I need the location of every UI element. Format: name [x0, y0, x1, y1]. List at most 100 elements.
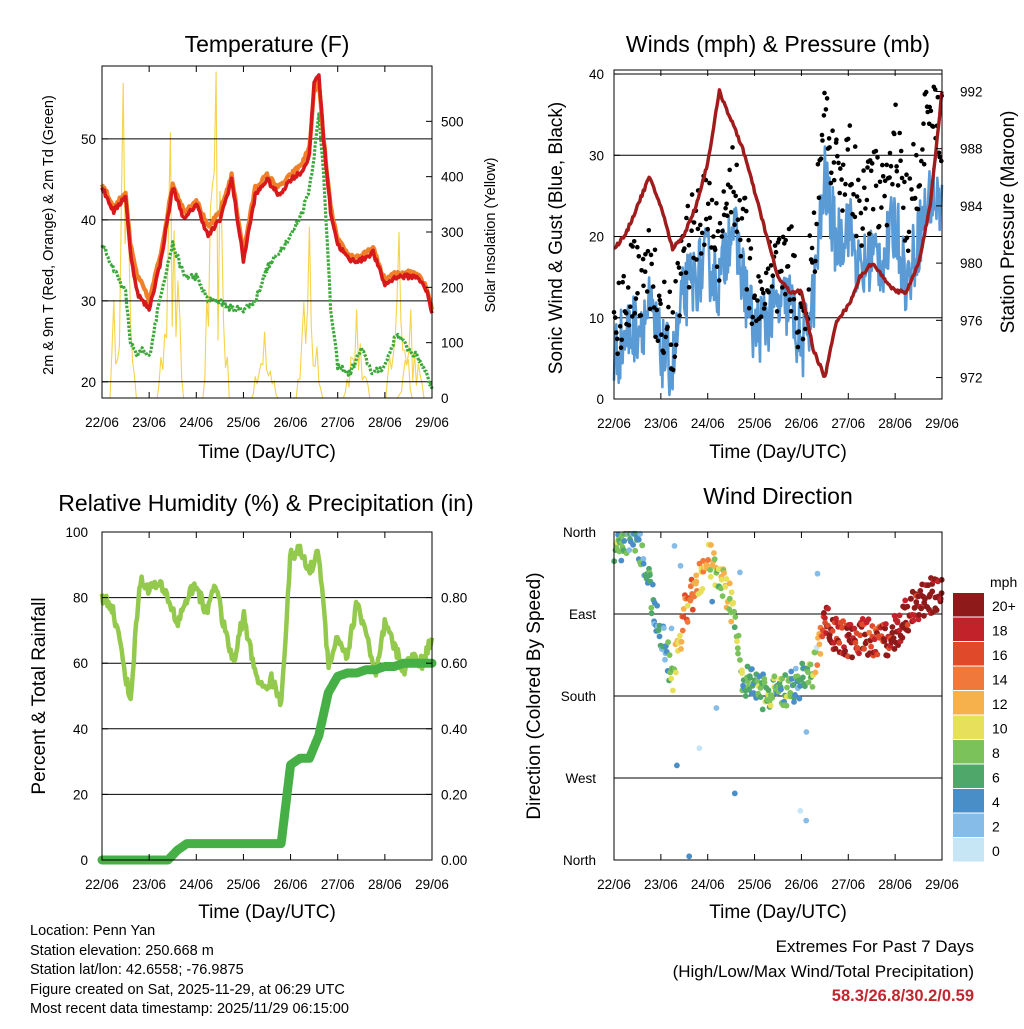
temperature-x-tick-label: 22/06 [85, 415, 119, 430]
direction-point [916, 612, 922, 618]
gust-point [618, 345, 624, 351]
gust-point [809, 245, 815, 251]
gust-point [893, 102, 898, 108]
gust-point [694, 257, 699, 262]
gust-point [932, 87, 938, 92]
gust-point [812, 269, 818, 274]
gust-point [755, 298, 760, 303]
pressure-y2-tick-label: 992 [960, 84, 983, 99]
gust-point [838, 166, 843, 171]
legend-swatch [953, 642, 984, 666]
gust-point [831, 177, 837, 183]
direction-point [677, 632, 683, 639]
direction-point [677, 562, 684, 569]
gust-point [699, 230, 705, 236]
direction-point [656, 633, 663, 640]
legend-swatch [953, 715, 984, 739]
gust-point [824, 96, 830, 101]
gust-point [822, 90, 827, 96]
legend-swatch [953, 617, 984, 641]
gust-point [858, 210, 864, 216]
direction-point [904, 622, 911, 628]
direction-point [723, 576, 730, 582]
winds-series [611, 84, 944, 397]
humidity-plot-frame [101, 531, 433, 861]
gust-point [621, 273, 626, 279]
gust-point [645, 248, 651, 254]
direction-point [859, 616, 866, 622]
humidity-x-tick-label: 25/06 [227, 877, 261, 892]
legend-swatch [953, 813, 984, 837]
gust-point [862, 185, 867, 191]
direction-point [626, 547, 633, 553]
temperature-grid [102, 138, 432, 383]
gust-point [793, 315, 799, 321]
wind-direction-x-tick-label: 25/06 [738, 877, 772, 892]
temperature-ticks: 22/06 23/06 24/06 25/06 26/06 27/06 28/06 29/06… [81, 66, 464, 430]
direction-point [707, 573, 714, 580]
gust-point [635, 291, 640, 296]
direction-point [896, 627, 903, 634]
gust-point [780, 285, 785, 290]
temperature-y-tick-label: 30 [81, 294, 96, 309]
direction-point [649, 581, 656, 588]
solar-y2-tick-label: 200 [441, 280, 464, 295]
direction-point [708, 542, 714, 548]
gust-point [626, 322, 632, 328]
gust-point [842, 192, 848, 197]
gust-point [656, 293, 662, 299]
direction-point [851, 625, 858, 632]
legend-label: 18 [992, 623, 1008, 639]
winds-x-tick-label: 27/06 [831, 416, 865, 431]
direction-point [734, 645, 741, 652]
direction-point [728, 589, 735, 596]
gust-point [653, 334, 658, 340]
precip-y2-tick-label: 0.60 [441, 656, 467, 671]
direction-point [660, 625, 667, 631]
gust-point [641, 283, 646, 289]
direction-point [784, 684, 790, 691]
solar-spike [109, 82, 137, 399]
gust-point [647, 306, 653, 312]
gust-point [930, 124, 936, 129]
gust-point [635, 244, 640, 250]
humidity-series [97, 543, 437, 865]
direction-point [726, 580, 733, 587]
gust-point [727, 167, 732, 173]
gust-point [920, 147, 925, 152]
direction-point [640, 556, 647, 562]
direction-point [908, 595, 914, 602]
gust-point [705, 201, 711, 207]
humidity-x-label: Time (Day/UTC) [198, 902, 336, 923]
gust-point [796, 329, 801, 334]
direction-point [799, 660, 806, 667]
direction-point [747, 675, 753, 681]
gust-point [894, 168, 900, 174]
gust-point [937, 154, 942, 160]
gust-point [732, 222, 737, 227]
gust-point [636, 253, 642, 259]
gust-point [890, 181, 895, 187]
figure-created: Figure created on Sat, 2025-11-29, at 06… [30, 981, 345, 998]
gust-point [783, 238, 788, 243]
gust-point [870, 206, 876, 212]
gust-point [880, 174, 886, 179]
direction-point [731, 790, 738, 797]
speed-legend: mph 20+ 18 16 14 12 10 8 6 4 2 0 [953, 574, 1017, 862]
temperature-x-tick-label: 25/06 [227, 415, 261, 430]
direction-point [856, 650, 862, 657]
wind-direction-x-tick-label: 29/06 [925, 877, 959, 892]
gust-point [803, 326, 808, 332]
direction-point [686, 853, 693, 860]
gust-point [642, 269, 648, 275]
gust-point [648, 252, 654, 258]
gust-point [654, 307, 660, 313]
direction-point [797, 807, 804, 814]
gust-point [715, 229, 721, 234]
gust-point [845, 147, 851, 152]
gust-point [739, 216, 745, 221]
gust-point [742, 195, 748, 201]
gust-point [882, 193, 887, 199]
gust-point [820, 138, 825, 143]
gust-point [655, 338, 661, 344]
